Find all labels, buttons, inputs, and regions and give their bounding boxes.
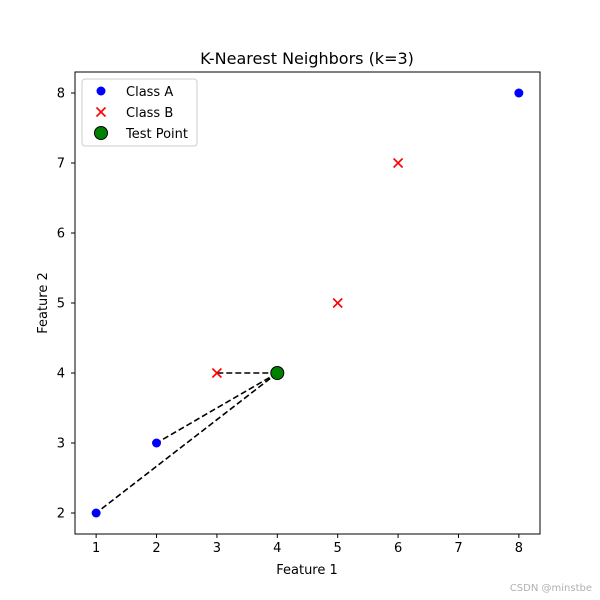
- y-tick-label: 3: [57, 437, 65, 452]
- legend: Class A Class B Test Point: [81, 78, 198, 147]
- x-tick-label: 2: [152, 541, 160, 556]
- x-tick-label: 3: [213, 541, 221, 556]
- legend-label-class-b: Class B: [126, 106, 173, 121]
- neighbor-lines: [95, 372, 278, 514]
- y-axis-ticks: 2 3 4 5 6 7 8: [57, 87, 75, 522]
- legend-label-class-a: Class A: [126, 85, 173, 100]
- neighbor-line: [156, 372, 278, 444]
- watermark: CSDN @minstbe: [509, 583, 592, 594]
- point-test-point: [270, 366, 285, 380]
- x-tick-label: 4: [273, 541, 281, 556]
- legend-marker-class-a: [96, 86, 106, 96]
- y-tick-label: 2: [57, 507, 65, 522]
- legend-entry-test-point: Test Point: [94, 126, 188, 142]
- x-tick-label: 5: [334, 541, 342, 556]
- legend-marker-test-point: [94, 126, 108, 140]
- point-class-a: [152, 438, 162, 448]
- point-class-a: [514, 88, 524, 98]
- y-tick-label: 4: [57, 367, 65, 382]
- x-tick-label: 8: [515, 541, 523, 556]
- x-axis-label: Feature 1: [276, 563, 338, 578]
- chart-title: K-Nearest Neighbors (k=3): [200, 49, 414, 68]
- y-tick-label: 8: [57, 87, 65, 102]
- x-tick-label: 7: [454, 541, 462, 556]
- y-tick-label: 7: [57, 157, 65, 172]
- y-axis-label: Feature 2: [36, 272, 51, 334]
- neighbor-line: [95, 372, 278, 514]
- data-points: [91, 88, 524, 518]
- legend-frame: [81, 78, 198, 147]
- legend-entry-class-a: Class A: [96, 85, 173, 100]
- y-tick-label: 6: [57, 227, 65, 242]
- point-class-b: [332, 297, 343, 309]
- legend-label-test-point: Test Point: [125, 127, 188, 142]
- point-class-b: [393, 157, 404, 169]
- point-class-b: [211, 367, 222, 379]
- legend-marker-class-b: [95, 106, 107, 118]
- x-tick-label: 1: [92, 541, 100, 556]
- y-tick-label: 5: [57, 297, 65, 312]
- x-axis-ticks: 1 2 3 4 5 6 7 8: [92, 534, 523, 556]
- legend-entry-class-b: Class B: [95, 106, 173, 121]
- x-tick-label: 6: [394, 541, 402, 556]
- point-class-a: [91, 508, 101, 518]
